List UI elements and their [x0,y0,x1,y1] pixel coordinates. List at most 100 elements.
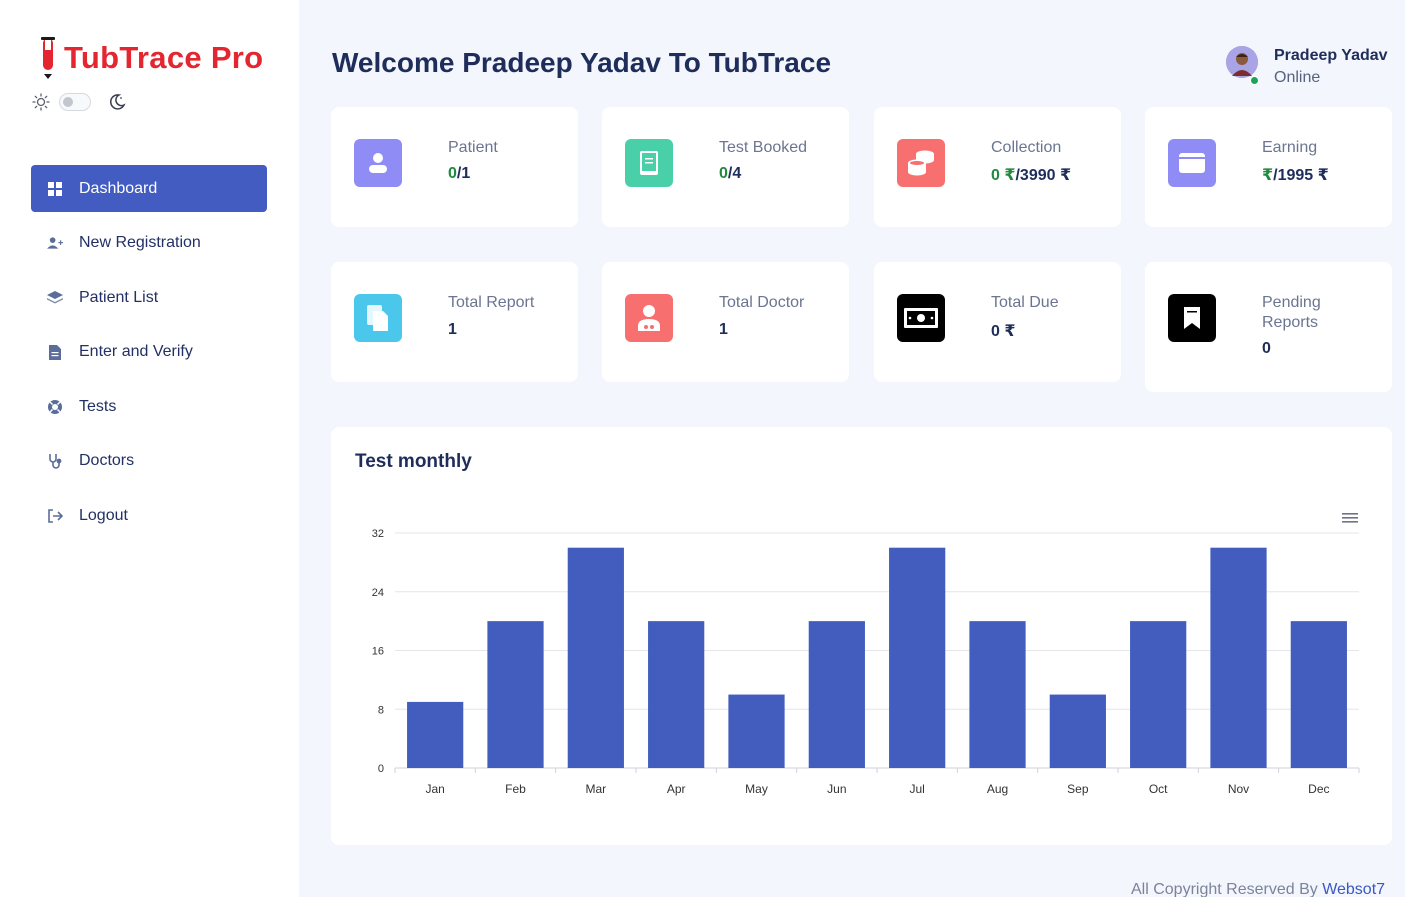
sidebar-item-enter-verify[interactable]: Enter and Verify [31,329,267,376]
x-tick-label: May [745,782,768,796]
sidebar-item-label: Logout [79,506,128,524]
sidebar-item-tests[interactable]: Tests [31,383,267,430]
stat-label: Earning [1262,139,1318,156]
stat-label: Collection [991,139,1062,156]
online-status-dot [1250,76,1259,85]
stat-label: Total Report [448,294,535,311]
coins-icon [897,139,945,187]
sidebar-item-label: Enter and Verify [79,343,193,360]
hamburger-menu-icon[interactable] [1341,511,1359,525]
sidebar-item-dashboard[interactable]: Dashboard [31,165,267,212]
lifebuoy-icon [47,399,63,415]
book-icon [625,139,673,187]
sidebar-item-label: Tests [79,397,117,415]
bar-dec[interactable] [1290,621,1347,768]
bar-may[interactable] [728,694,785,768]
stat-label: Patient [448,139,498,156]
sidebar-item-patient-list[interactable]: Patient List [31,274,267,321]
moon-icon[interactable] [108,93,126,111]
sidebar: TubTrace Pro Dashboard [0,0,299,897]
sidebar-item-label: Dashboard [79,179,158,197]
stat-value: 0/4 [719,165,742,182]
y-tick-label: 8 [378,704,384,716]
bar-feb[interactable] [487,621,544,768]
bar-jan[interactable] [407,701,464,768]
bar-mar[interactable] [567,547,624,768]
sun-icon[interactable] [32,93,50,111]
x-tick-label: Dec [1308,782,1329,796]
theme-switch [32,93,126,111]
stat-card-patient[interactable]: Patient 0/1 [331,107,578,227]
stat-label: Test Booked [719,139,808,156]
x-tick-label: Oct [1149,782,1168,796]
user-name: Pradeep Yadav [1274,47,1388,64]
bookmark-icon [1168,294,1216,342]
bar-jul[interactable] [889,547,946,768]
copy-icon [354,294,402,342]
stat-card-total-report[interactable]: Total Report 1 [331,262,578,382]
user-icon [354,139,402,187]
x-tick-label: Apr [667,782,686,796]
dark-mode-toggle[interactable] [59,93,91,111]
grid-icon [47,181,63,197]
bar-oct[interactable] [1130,621,1187,768]
stat-label: Total Due [991,294,1059,311]
footer-link[interactable]: Websot7 [1322,881,1386,897]
stat-card-collection[interactable]: Collection 0 ₹/3990 ₹ [874,107,1121,227]
stat-value: ₹/1995 ₹ [1262,167,1329,184]
y-tick-label: 32 [372,528,384,540]
chart-title: Test monthly [355,451,472,472]
sidebar-item-doctors[interactable]: Doctors [31,438,267,485]
stat-value: 0 [1262,340,1271,357]
money-bill-icon [897,294,945,342]
stat-value: 1 [448,321,457,338]
sidebar-nav: Dashboard New Registration Patient List … [31,165,267,547]
user-status: Online [1274,69,1321,86]
stat-value: 0 ₹ [991,323,1016,340]
x-tick-label: Feb [505,782,526,796]
x-tick-label: Nov [1228,782,1249,796]
page-title: Welcome Pradeep Yadav To TubTrace [332,47,832,78]
bar-sep[interactable] [1049,694,1106,768]
stat-card-total-doctor[interactable]: Total Doctor 1 [602,262,849,382]
sidebar-item-label: Doctors [79,452,135,469]
bar-chart: 0 8 16 24 32 Jan Feb Mar Apr May Jun Jul Aug Sep Oct No… [372,528,1360,796]
sidebar-item-logout[interactable]: Logout [31,492,267,539]
user-profile[interactable]: Pradeep Yadav Online [1226,46,1388,90]
wallet-icon [1168,139,1216,187]
doctor-icon [625,294,673,342]
stat-card-earning[interactable]: Earning ₹/1995 ₹ [1145,107,1392,227]
bar-nov[interactable] [1210,547,1267,768]
stat-value: 0/1 [448,165,471,182]
bar-jun[interactable] [808,621,865,768]
y-tick-label: 24 [372,587,384,599]
bar-aug[interactable] [969,621,1026,768]
y-tick-label: 16 [372,646,384,658]
stat-value: 0 ₹/3990 ₹ [991,167,1072,184]
sidebar-item-new-registration[interactable]: New Registration [31,220,267,267]
layers-icon [47,290,63,306]
footer: All Copyright Reserved By Websot7 [1131,881,1386,897]
stat-label: Pending Reports [1262,294,1321,331]
file-text-icon [47,344,63,360]
chart-card: Test monthly 0 8 16 24 32 Jan Feb Mar Apr May Jun J… [331,427,1392,845]
test-tube-icon [41,37,55,79]
stethoscope-icon [47,453,63,469]
x-tick-label: Jun [827,782,846,796]
y-tick-label: 0 [378,763,384,775]
stat-card-pending-reports[interactable]: Pending Reports 0 [1145,262,1392,392]
sidebar-item-label: Patient List [79,288,159,306]
logout-icon [47,508,63,524]
x-tick-label: Mar [585,782,606,796]
x-tick-label: Sep [1067,782,1089,796]
brand-logo[interactable]: TubTrace Pro [38,36,263,80]
stat-card-total-due[interactable]: Total Due 0 ₹ [874,262,1121,382]
bar-apr[interactable] [648,621,705,768]
avatar[interactable] [1226,46,1259,85]
sidebar-item-label: New Registration [79,234,201,251]
x-tick-label: Aug [987,782,1008,796]
user-plus-icon [47,235,63,251]
stat-value: 1 [719,321,728,338]
stat-card-test-booked[interactable]: Test Booked 0/4 [602,107,849,227]
x-tick-label: Jan [425,782,444,796]
